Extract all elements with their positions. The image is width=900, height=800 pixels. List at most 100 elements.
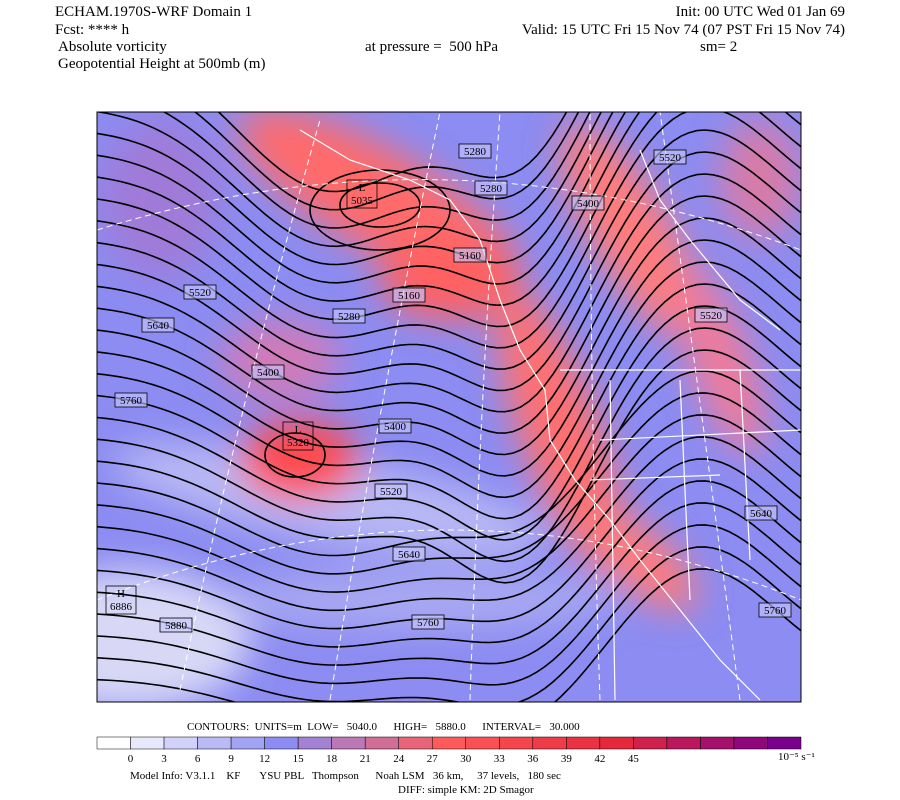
colorbar-tick-label: 12 bbox=[259, 753, 270, 765]
pressure: at pressure = 500 hPa bbox=[365, 39, 498, 55]
colorbar-units: 10⁻⁵ s⁻¹ bbox=[778, 751, 815, 763]
contour-line bbox=[97, 112, 627, 285]
colorbar-tick-label: 9 bbox=[228, 753, 234, 765]
label-background bbox=[744, 505, 778, 521]
contour-label: 5640 bbox=[147, 320, 170, 332]
label-box bbox=[105, 585, 137, 615]
colorbar-box bbox=[499, 736, 534, 750]
map-frame bbox=[96, 111, 802, 703]
contour-line bbox=[97, 436, 801, 612]
contour-label: 5160 bbox=[398, 290, 421, 302]
colorbar-box bbox=[331, 736, 366, 750]
label-background bbox=[474, 180, 508, 196]
init-time: Init: 00 UTC Wed 01 Jan 69 bbox=[676, 4, 845, 20]
colorbar-box bbox=[230, 736, 265, 750]
extremum-kind: L bbox=[359, 182, 366, 194]
colorbar-box bbox=[431, 736, 467, 750]
label-background bbox=[378, 418, 412, 434]
model-info: Model Info: V3.1.1 KF YSU PBL Thompson N… bbox=[130, 770, 561, 782]
contour-line bbox=[97, 524, 801, 686]
colorbar-box bbox=[197, 736, 232, 750]
height-contours bbox=[97, 112, 801, 702]
field-name: Absolute vorticity bbox=[58, 39, 167, 55]
contour-line bbox=[97, 480, 801, 648]
colorbar-tick-label: 42 bbox=[594, 753, 605, 765]
contour-label: 5520 bbox=[380, 486, 403, 498]
contour-line bbox=[97, 370, 801, 557]
title: ECHAM.1970S-WRF Domain 1 bbox=[55, 4, 252, 20]
extremum-kind: L bbox=[295, 424, 302, 436]
colorbar-box bbox=[364, 736, 399, 750]
contour-line bbox=[97, 173, 801, 413]
extremum-value: 5320 bbox=[287, 437, 310, 449]
contour-label: 5280 bbox=[464, 146, 487, 158]
contour-label: 5160 bbox=[459, 250, 482, 262]
colorbar-box bbox=[130, 736, 165, 750]
label-background bbox=[183, 284, 217, 300]
colorbar-tick-label: 30 bbox=[460, 753, 472, 765]
colorbar-box bbox=[96, 736, 131, 750]
contour-line bbox=[97, 546, 801, 702]
colorbar-box bbox=[297, 736, 332, 750]
contour-line bbox=[193, 112, 580, 211]
colorbar: 0 3 6 9 12 15 18 21 24 27 30 33 36 39 42 45 10⁻⁵ s⁻¹ bbox=[96, 736, 815, 765]
contour-line bbox=[97, 217, 801, 456]
contour-label: 5880 bbox=[165, 620, 188, 632]
extremum-kind: H bbox=[117, 588, 125, 600]
contour-info: CONTOURS: UNITS=m LOW= 5040.0 HIGH= 5880… bbox=[187, 721, 580, 733]
contour-label: 5760 bbox=[764, 605, 787, 617]
extremum-value: 5035 bbox=[351, 195, 374, 207]
contour-label: 5760 bbox=[120, 395, 143, 407]
colorbar-tick-label: 24 bbox=[393, 753, 405, 765]
contour-label: 5400 bbox=[577, 198, 600, 210]
forecast: Fcst: **** h bbox=[55, 22, 130, 38]
contour-line bbox=[97, 112, 603, 248]
colorbar-box bbox=[465, 736, 500, 750]
contour-line bbox=[97, 568, 801, 702]
colorbar-box bbox=[767, 736, 802, 750]
smoothing: sm= 2 bbox=[700, 39, 737, 55]
label-background bbox=[571, 195, 605, 211]
colorbar-tick-label: 33 bbox=[494, 753, 506, 765]
contour-label: 5640 bbox=[750, 508, 773, 520]
label-background bbox=[392, 287, 426, 303]
extremum-value: 6886 bbox=[110, 601, 133, 613]
colorbar-box bbox=[733, 736, 768, 750]
contour-line bbox=[97, 195, 801, 434]
colorbar-tick-label: 45 bbox=[628, 753, 640, 765]
contour-line bbox=[339, 182, 421, 228]
contour-line bbox=[97, 283, 801, 520]
contour-label: 5400 bbox=[384, 421, 407, 433]
contour-line bbox=[97, 349, 801, 584]
coastlines bbox=[299, 129, 801, 701]
contour-label: 5760 bbox=[417, 617, 440, 629]
contour-label: 5280 bbox=[480, 183, 503, 195]
colorbar-box bbox=[264, 736, 299, 750]
label-background bbox=[653, 149, 687, 165]
contour-line bbox=[97, 239, 801, 477]
label-background bbox=[392, 546, 426, 562]
diff-info: DIFF: simple KM: 2D Smagor bbox=[398, 784, 534, 796]
colorbar-box bbox=[666, 736, 701, 750]
label-background bbox=[411, 614, 445, 630]
contour-line bbox=[97, 305, 801, 541]
valid-time: Valid: 15 UTC Fri 15 Nov 74 (07 PST Fri … bbox=[522, 22, 845, 38]
label-background bbox=[332, 308, 366, 324]
label-background bbox=[141, 317, 175, 333]
contour-label: 5520 bbox=[189, 287, 212, 299]
colorbar-tick-label: 36 bbox=[527, 753, 539, 765]
label-background bbox=[374, 483, 408, 499]
contour-line bbox=[97, 327, 801, 563]
contour-line bbox=[97, 112, 614, 266]
contour-line bbox=[97, 414, 801, 593]
contour-line bbox=[97, 112, 801, 349]
label-background bbox=[758, 602, 792, 618]
contour-line bbox=[97, 502, 801, 666]
contour-line bbox=[217, 112, 568, 193]
label-background bbox=[251, 364, 285, 380]
contour-line bbox=[97, 261, 801, 499]
contour-line bbox=[162, 112, 591, 229]
colorbar-tick-label: 6 bbox=[195, 753, 201, 765]
